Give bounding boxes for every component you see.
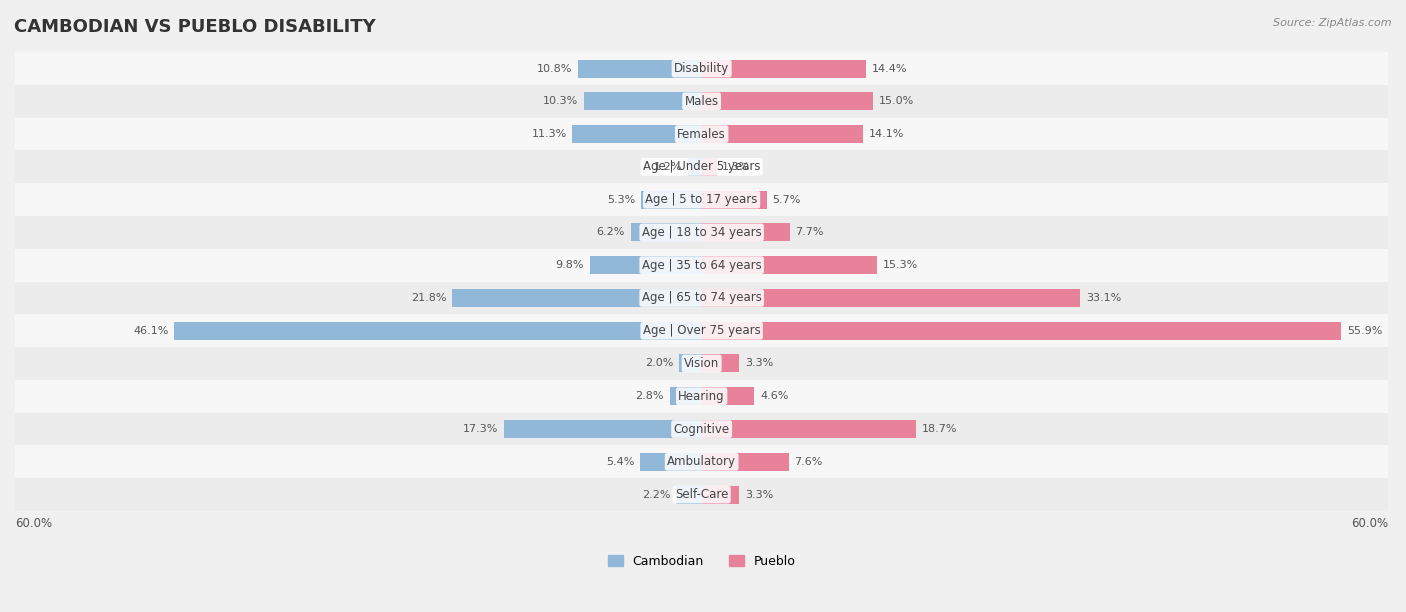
Bar [578,59,702,78]
Text: 60.0%: 60.0% [15,517,52,530]
Text: 5.4%: 5.4% [606,457,634,467]
Text: CAMBODIAN VS PUEBLO DISABILITY: CAMBODIAN VS PUEBLO DISABILITY [14,18,375,36]
Bar [640,453,702,471]
Text: 18.7%: 18.7% [921,424,957,434]
Text: 3.3%: 3.3% [745,490,773,499]
Bar [631,223,702,241]
Bar [702,158,717,176]
Bar [15,216,1388,249]
Text: 3.3%: 3.3% [745,359,773,368]
Bar [15,282,1388,315]
Bar [679,354,702,373]
Text: 60.0%: 60.0% [1351,517,1388,530]
Text: 1.2%: 1.2% [654,162,682,172]
Bar [702,256,877,274]
Text: 14.4%: 14.4% [872,64,908,73]
Text: 4.6%: 4.6% [761,391,789,401]
Bar [702,420,915,438]
Bar [453,289,702,307]
Bar [15,151,1388,183]
Bar [702,59,866,78]
Text: 5.3%: 5.3% [607,195,636,204]
Bar [583,92,702,110]
Text: 9.8%: 9.8% [555,260,583,270]
Bar [15,446,1388,478]
Bar [15,249,1388,282]
Text: 33.1%: 33.1% [1087,293,1122,303]
Text: Self-Care: Self-Care [675,488,728,501]
Text: 10.3%: 10.3% [543,96,578,106]
Bar [15,85,1388,118]
Bar [702,322,1341,340]
Text: 6.2%: 6.2% [596,228,626,237]
Bar [15,315,1388,347]
Text: 2.0%: 2.0% [645,359,673,368]
Text: Age | 18 to 34 years: Age | 18 to 34 years [641,226,762,239]
Text: 14.1%: 14.1% [869,129,904,139]
Text: 55.9%: 55.9% [1347,326,1382,336]
Bar [702,485,740,504]
Text: Vision: Vision [685,357,720,370]
Text: Age | Over 75 years: Age | Over 75 years [643,324,761,337]
Bar [15,380,1388,412]
Text: 2.8%: 2.8% [636,391,664,401]
Bar [174,322,702,340]
Text: 10.8%: 10.8% [537,64,572,73]
Text: Disability: Disability [673,62,730,75]
Bar [702,354,740,373]
Text: Age | 35 to 64 years: Age | 35 to 64 years [641,259,762,272]
Text: 7.7%: 7.7% [796,228,824,237]
Text: 46.1%: 46.1% [134,326,169,336]
Text: Age | 65 to 74 years: Age | 65 to 74 years [641,291,762,304]
Bar [702,125,863,143]
Text: 15.3%: 15.3% [883,260,918,270]
Bar [669,387,702,405]
Text: Age | 5 to 17 years: Age | 5 to 17 years [645,193,758,206]
Text: Hearing: Hearing [678,390,725,403]
Text: Males: Males [685,95,718,108]
Text: 21.8%: 21.8% [411,293,447,303]
Bar [15,478,1388,511]
Bar [15,347,1388,380]
Bar [702,92,873,110]
Bar [15,52,1388,85]
Bar [15,183,1388,216]
Text: 1.3%: 1.3% [723,162,751,172]
Bar [572,125,702,143]
Bar [702,453,789,471]
Bar [15,412,1388,446]
Text: Cognitive: Cognitive [673,422,730,436]
Text: Females: Females [678,127,725,141]
Text: 7.6%: 7.6% [794,457,823,467]
Text: Age | Under 5 years: Age | Under 5 years [643,160,761,173]
Bar [15,118,1388,151]
Bar [702,387,754,405]
Bar [676,485,702,504]
Bar [503,420,702,438]
Bar [688,158,702,176]
Bar [589,256,702,274]
Text: 2.2%: 2.2% [643,490,671,499]
Text: 5.7%: 5.7% [773,195,801,204]
Text: Ambulatory: Ambulatory [668,455,737,468]
Bar [702,223,790,241]
Legend: Cambodian, Pueblo: Cambodian, Pueblo [603,550,801,573]
Text: 17.3%: 17.3% [463,424,498,434]
Text: Source: ZipAtlas.com: Source: ZipAtlas.com [1274,18,1392,28]
Text: 11.3%: 11.3% [531,129,567,139]
Bar [641,190,702,209]
Bar [702,190,766,209]
Bar [702,289,1080,307]
Text: 15.0%: 15.0% [879,96,914,106]
